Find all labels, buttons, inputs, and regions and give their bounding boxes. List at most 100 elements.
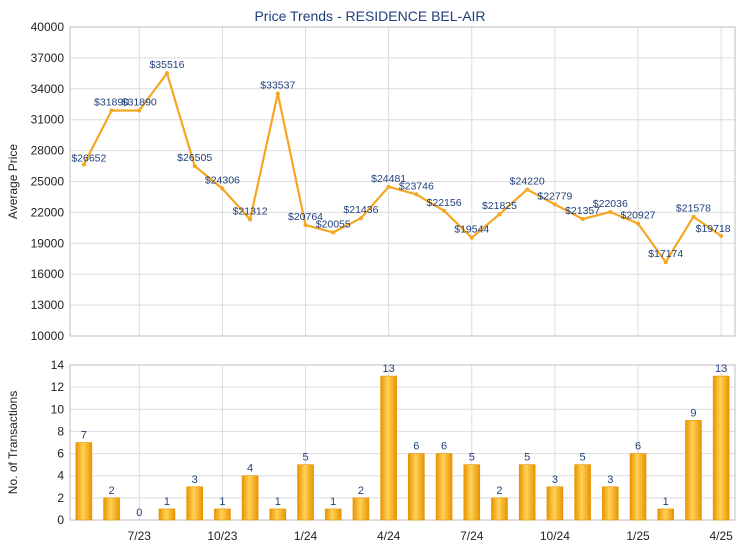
- transaction-bar: [435, 453, 453, 521]
- transaction-bar: [712, 375, 730, 521]
- transaction-bar: [685, 420, 702, 521]
- price-data-point: [525, 187, 530, 192]
- price-y-tick-label: 13000: [31, 298, 65, 312]
- price-data-point: [164, 71, 169, 76]
- transaction-bar: [629, 453, 647, 521]
- transaction-bar: [491, 497, 508, 521]
- price-data-label: $31890: [122, 97, 157, 109]
- transaction-count-label: 2: [109, 485, 115, 497]
- transaction-count-label: 1: [663, 496, 669, 508]
- transaction-bar: [241, 475, 259, 521]
- price-data-point: [719, 233, 724, 238]
- x-tick-label: 10/23: [207, 529, 237, 543]
- transaction-bar: [214, 508, 231, 521]
- price-data-label: $21578: [676, 203, 711, 215]
- transaction-count-label: 5: [524, 452, 530, 464]
- price-data-label: $17174: [648, 248, 683, 260]
- price-data-label: $31890: [94, 97, 129, 109]
- price-data-label: $33537: [260, 80, 295, 92]
- x-tick-label: 1/24: [294, 529, 318, 543]
- price-data-point: [580, 217, 585, 222]
- transaction-bar: [657, 508, 675, 521]
- price-data-label: $24220: [510, 176, 545, 188]
- price-data-label: $24306: [205, 175, 240, 187]
- price-y-tick-label: 40000: [31, 20, 65, 34]
- price-series-line: [82, 72, 722, 264]
- price-data-label: $35516: [149, 59, 184, 71]
- transaction-bar: [103, 497, 120, 521]
- price-data-point: [469, 235, 474, 240]
- transaction-count-label: 3: [192, 474, 198, 486]
- transaction-bar: [324, 508, 342, 521]
- price-y-tick-label: 28000: [31, 144, 65, 158]
- price-data-point: [248, 217, 253, 222]
- transaction-count-label: 4: [247, 463, 253, 475]
- transaction-bar: [463, 464, 481, 521]
- transaction-count-label: 1: [219, 496, 225, 508]
- price-data-label: $22779: [537, 190, 572, 202]
- price-data-point: [358, 216, 363, 221]
- price-y-tick-label: 19000: [31, 236, 65, 250]
- bar-y-tick-label: 12: [51, 380, 65, 394]
- transaction-bar: [518, 464, 536, 521]
- price-data-point: [386, 184, 391, 189]
- price-data-label: $20764: [288, 211, 323, 223]
- transaction-count-label: 1: [164, 496, 170, 508]
- price-data-point: [691, 214, 696, 219]
- transaction-count-label: 5: [302, 452, 308, 464]
- transaction-count-label: 5: [580, 452, 586, 464]
- price-data-label: $26652: [71, 152, 106, 164]
- price-data-label: $21312: [233, 205, 268, 217]
- price-y-axis-label: Average Price: [6, 144, 20, 219]
- price-data-label: $20055: [316, 218, 351, 230]
- price-data-point: [331, 230, 336, 235]
- transaction-bar: [158, 508, 176, 521]
- bar-y-axis-label: No. of Transactions: [6, 391, 20, 494]
- x-tick-label: 10/24: [540, 529, 570, 543]
- price-data-point: [442, 208, 447, 213]
- price-data-label: $21357: [565, 205, 600, 217]
- x-tick-label: 4/25: [709, 529, 733, 543]
- bar-y-tick-label: 10: [51, 402, 65, 416]
- price-y-tick-label: 22000: [31, 205, 65, 219]
- transaction-count-label: 9: [690, 407, 696, 419]
- transaction-bar: [297, 464, 314, 521]
- bar-plot-frame: [69, 364, 736, 521]
- transaction-count-label: 3: [552, 474, 558, 486]
- price-data-point: [303, 223, 308, 228]
- transaction-count-label: 0: [136, 507, 142, 519]
- price-data-label: $19718: [696, 223, 731, 235]
- price-data-label: $24481: [371, 173, 406, 185]
- price-data-label: $21436: [343, 204, 378, 216]
- transaction-count-label: 6: [441, 441, 447, 453]
- transaction-bar: [574, 464, 591, 521]
- transaction-bar: [352, 497, 370, 521]
- price-data-point: [275, 91, 280, 96]
- transaction-count-label: 2: [358, 485, 364, 497]
- chart-title: Price Trends - RESIDENCE BEL-AIR: [254, 8, 485, 24]
- transaction-count-label: 2: [496, 485, 502, 497]
- transaction-bar: [408, 453, 425, 521]
- transaction-count-label: 7: [81, 430, 87, 442]
- price-data-point: [497, 212, 502, 217]
- x-tick-label: 1/25: [626, 529, 650, 543]
- price-y-tick-label: 34000: [31, 82, 65, 96]
- transaction-count-label: 6: [635, 441, 641, 453]
- price-data-point: [137, 108, 142, 113]
- price-y-tick-label: 31000: [31, 113, 65, 127]
- bar-y-tick-label: 6: [57, 447, 64, 461]
- bar-y-tick-label: 14: [51, 358, 65, 372]
- price-data-point: [663, 260, 668, 265]
- price-data-point: [414, 192, 419, 197]
- price-data-point: [192, 163, 197, 168]
- price-data-label: $21825: [482, 200, 517, 212]
- price-data-point: [608, 210, 613, 215]
- transaction-bar: [546, 486, 564, 521]
- price-data-point: [81, 162, 86, 167]
- price-data-point: [552, 202, 557, 207]
- bar-y-tick-label: 8: [57, 424, 64, 438]
- price-line-panel: 10000 13000 16000 19000 22000 25000 28000 31000…: [6, 20, 736, 343]
